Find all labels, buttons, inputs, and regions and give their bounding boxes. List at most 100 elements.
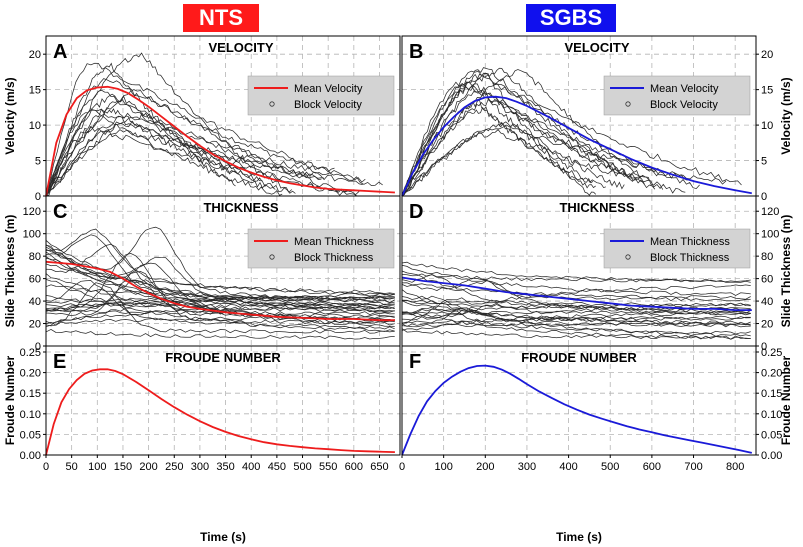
y-axis-label: Froude Number [3, 356, 17, 446]
block-line [401, 289, 751, 337]
legend-block-marker [625, 101, 631, 107]
block-line [45, 279, 395, 318]
y-tick-label: 10 [29, 120, 41, 132]
block-line [401, 273, 751, 283]
block-line [401, 86, 686, 195]
mean-line [45, 85, 395, 197]
y-tick-label: 60 [29, 274, 41, 286]
block-line [401, 261, 751, 283]
block-line [45, 293, 395, 328]
sgbs-header: SGBS [526, 4, 616, 32]
y-tick-label: 0.05 [20, 429, 41, 441]
y-tick-label: 5 [761, 156, 767, 168]
x-tick-label: 0 [43, 461, 49, 473]
block-line [401, 129, 650, 195]
mean-line [401, 276, 752, 312]
y-axis-label: Slide Thickness (m) [3, 215, 17, 328]
x-tick-label: 400 [559, 461, 577, 473]
x-tick-label: 100 [88, 461, 106, 473]
block-line [401, 322, 751, 328]
block-line [401, 305, 751, 335]
x-tick-label: 300 [518, 461, 536, 473]
legend-mean-label: Mean Velocity [294, 83, 363, 95]
panel-letter: F [409, 351, 421, 373]
block-line [401, 311, 751, 340]
sgbs-header-label: SGBS [539, 5, 603, 30]
y-tick-label: 0 [761, 191, 767, 203]
y-tick-label: 15 [29, 85, 41, 97]
block-line [45, 125, 360, 196]
panel-letter: C [53, 201, 67, 223]
legend-block-label: Block Thickness [294, 252, 374, 264]
block-line [45, 282, 395, 334]
panel-frame [401, 345, 757, 456]
y-tick-label: 0 [35, 341, 41, 353]
y-axis-label: Froude Number [779, 356, 793, 446]
x-tick-label: 300 [191, 461, 209, 473]
block-trajectories [45, 52, 383, 197]
nts-header: NTS [183, 4, 259, 32]
block-line [401, 82, 645, 197]
legend: Mean Thickness Block Thickness [603, 228, 751, 269]
legend: Mean Velocity Block Velocity [603, 75, 751, 116]
block-line [401, 308, 751, 328]
x-axis-label: Time (s) [556, 530, 602, 544]
x-tick-label: 650 [370, 461, 388, 473]
block-line [45, 328, 395, 340]
block-line [401, 69, 664, 197]
block-line [401, 299, 751, 307]
panel-letter: A [53, 41, 67, 63]
x-tick-label: 450 [268, 461, 286, 473]
panel-c: 0 20 40 60 80 100 120 Slide Thickness (m) C THICK… [3, 195, 401, 353]
mean-line [45, 368, 395, 456]
block-line [45, 271, 395, 325]
panel-title: FROUDE NUMBER [165, 350, 281, 365]
legend-block-marker [269, 101, 275, 107]
y-tick-label: 0.10 [20, 409, 41, 421]
block-line [401, 328, 751, 340]
x-tick-label: 200 [476, 461, 494, 473]
block-line [46, 228, 395, 296]
block-line [401, 311, 751, 331]
y-tick-label: 80 [29, 251, 41, 263]
panel-letter: E [53, 351, 66, 373]
block-line [45, 108, 358, 197]
y-tick-label: 40 [29, 296, 41, 308]
x-tick-label: 350 [216, 461, 234, 473]
x-tick-label: 250 [165, 461, 183, 473]
y-axis-label: Velocity (m/s) [779, 77, 793, 154]
block-line [401, 99, 596, 197]
legend-mean-label: Mean Thickness [294, 236, 374, 248]
y-tick-label: 15 [761, 85, 773, 97]
y-tick-label: 0.20 [761, 368, 782, 380]
block-line [45, 248, 395, 307]
y-tick-label: 0.05 [761, 429, 782, 441]
y-axis-label: Velocity (m/s) [3, 77, 17, 154]
x-tick-label: 500 [601, 461, 619, 473]
block-line [45, 309, 395, 316]
panel-frame [45, 345, 401, 456]
block-line [401, 85, 641, 196]
block-line [401, 302, 751, 321]
y-tick-label: 120 [23, 206, 41, 218]
y-tick-label: 0.25 [20, 347, 41, 359]
block-line [45, 62, 383, 197]
mean-line [401, 364, 752, 456]
mean-line [401, 95, 752, 197]
x-tick-label: 800 [726, 461, 744, 473]
legend-block-marker [625, 254, 631, 260]
y-tick-label: 20 [761, 49, 773, 61]
x-tick-label: 400 [242, 461, 260, 473]
block-line [45, 52, 292, 197]
legend-box [603, 228, 751, 269]
y-tick-label: 0.20 [20, 368, 41, 380]
block-line [401, 98, 607, 197]
legend-block-label: Block Velocity [650, 99, 718, 111]
legend: Mean Thickness Block Thickness [247, 228, 395, 269]
legend-mean-label: Mean Thickness [650, 236, 730, 248]
x-axis-label: Time (s) [200, 530, 246, 544]
y-tick-label: 0.00 [761, 450, 782, 462]
block-line [401, 307, 751, 327]
